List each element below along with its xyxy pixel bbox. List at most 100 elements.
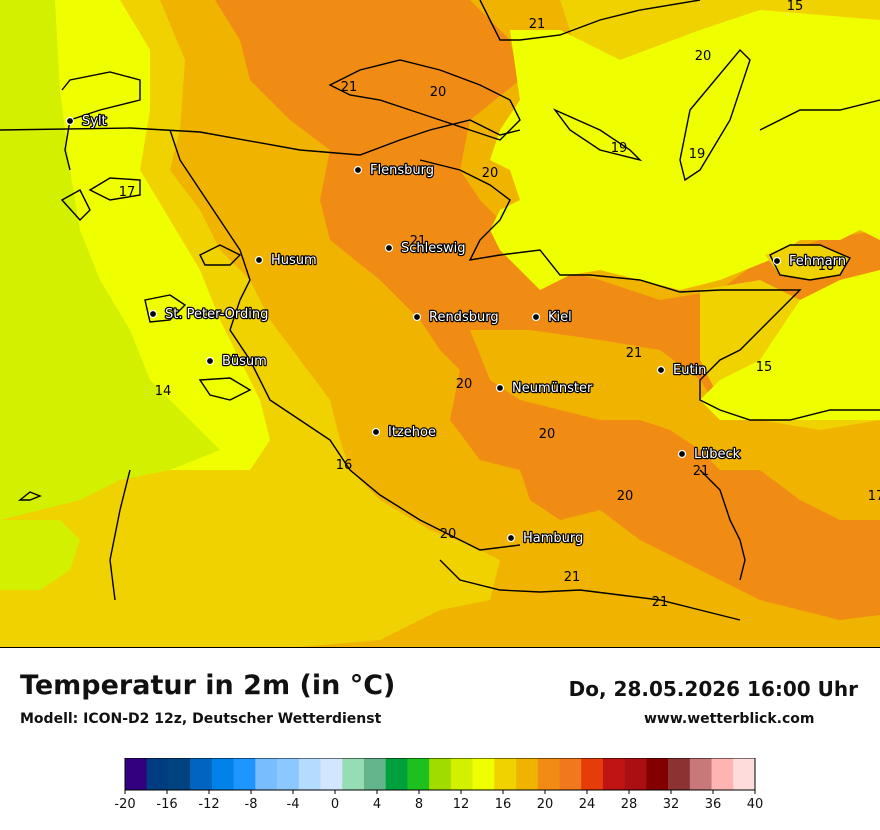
legend-color-step bbox=[385, 758, 408, 790]
city-marker: St. Peter-Ording bbox=[148, 306, 270, 323]
color-legend: -20 -16 -12 -8 -4 0 4 8 12 16 20 24 28 32 36 40 bbox=[114, 757, 774, 818]
city-dot bbox=[412, 312, 422, 322]
chart-title: Temperatur in 2m (in °C) bbox=[20, 670, 396, 701]
map-canvas: 15 21 20 21 20 19 19 20 17 21 18 21 15 20 14 20 16 21 20 17… bbox=[0, 0, 880, 647]
legend-color-step bbox=[581, 758, 604, 790]
temp-zone-amber-mid bbox=[470, 330, 880, 520]
isotherm-value-label: 19 bbox=[689, 147, 706, 162]
isotherm-value-label: 20 bbox=[430, 85, 447, 100]
legend-tick-label: -4 bbox=[287, 797, 300, 812]
legend-color-step bbox=[668, 758, 691, 790]
isotherm-value-label: 21 bbox=[693, 464, 710, 479]
legend-color-step bbox=[298, 758, 321, 790]
legend-color-step bbox=[211, 758, 234, 790]
city-marker: Rendsburg bbox=[412, 309, 500, 326]
city-dot bbox=[205, 356, 215, 366]
city-label: Husum bbox=[271, 253, 317, 268]
isotherm-value-label: 21 bbox=[626, 346, 643, 361]
legend-color-step bbox=[537, 758, 560, 790]
city-label: Sylt bbox=[82, 114, 107, 129]
legend-color-step bbox=[494, 758, 517, 790]
legend-tick-label: 0 bbox=[331, 797, 339, 812]
legend-color-step bbox=[711, 758, 734, 790]
isotherm-value-label: 21 bbox=[529, 17, 546, 32]
city-label: Hamburg bbox=[523, 531, 583, 546]
legend-color-step bbox=[277, 758, 300, 790]
city-marker: Neumünster bbox=[495, 380, 594, 397]
legend-tick-label: 24 bbox=[579, 797, 596, 812]
legend-color-step bbox=[646, 758, 669, 790]
legend-color-step bbox=[255, 758, 278, 790]
legend-bar: -20 -16 -12 -8 -4 0 4 8 12 16 20 24 28 32 36 40 bbox=[114, 757, 764, 812]
legend-tick-label: 20 bbox=[537, 797, 554, 812]
city-dot bbox=[772, 256, 782, 266]
city-marker: Sylt bbox=[65, 113, 108, 130]
isotherm-value-label: 21 bbox=[564, 570, 581, 585]
legend-tick-label: 28 bbox=[621, 797, 638, 812]
city-dot bbox=[254, 255, 264, 265]
isotherm-value-label: 16 bbox=[336, 458, 353, 473]
city-dot bbox=[353, 165, 363, 175]
city-dot bbox=[677, 449, 687, 459]
city-label: Büsum bbox=[222, 354, 267, 369]
legend-color-step bbox=[516, 758, 539, 790]
temp-zone-yellow-baltic bbox=[490, 10, 880, 420]
isotherm-value-label: 21 bbox=[410, 234, 427, 249]
city-label: Itzehoe bbox=[388, 425, 436, 440]
isotherm-value-label: 21 bbox=[341, 80, 358, 95]
legend-color-step bbox=[407, 758, 430, 790]
legend-color-step bbox=[363, 758, 386, 790]
forecast-datetime: Do, 28.05.2026 16:00 Uhr bbox=[568, 677, 858, 701]
city-dot bbox=[148, 309, 158, 319]
legend-tick-label: 12 bbox=[453, 797, 470, 812]
temp-zone-lime-southsea bbox=[0, 520, 80, 590]
legend-color-step bbox=[168, 758, 191, 790]
legend-color-step bbox=[602, 758, 625, 790]
city-dot bbox=[371, 427, 381, 437]
legend-tick-label: 36 bbox=[705, 797, 722, 812]
city-marker: Fehmarn bbox=[772, 253, 847, 270]
isotherm-value-label: 19 bbox=[611, 141, 628, 156]
city-label: Kiel bbox=[548, 310, 572, 325]
legend-tick-label: 16 bbox=[495, 797, 512, 812]
legend-tick-label: -12 bbox=[198, 797, 219, 812]
legend-tick-label: 4 bbox=[373, 797, 381, 812]
isotherm-value-label: 20 bbox=[617, 489, 634, 504]
isotherm-value-label: 20 bbox=[539, 427, 556, 442]
city-marker: Husum bbox=[254, 252, 318, 269]
coastlines bbox=[0, 0, 880, 621]
city-label: Eutin bbox=[673, 363, 706, 378]
temperature-map: 15 21 20 21 20 19 19 20 17 21 18 21 15 20 14 20 16 21 20 17… bbox=[0, 0, 880, 648]
isotherm-value-label: 15 bbox=[787, 0, 804, 14]
city-dot bbox=[531, 312, 541, 322]
isotherm-value-label: 20 bbox=[456, 377, 473, 392]
city-dot bbox=[656, 365, 666, 375]
city-marker: Lübeck bbox=[677, 446, 742, 463]
legend-color-step bbox=[429, 758, 452, 790]
legend-color-step bbox=[146, 758, 169, 790]
isotherm-value-label: 21 bbox=[652, 595, 669, 610]
website-url[interactable]: www.wetterblick.com bbox=[644, 711, 815, 727]
city-marker: Itzehoe bbox=[371, 424, 437, 441]
city-label: St. Peter-Ording bbox=[165, 307, 268, 322]
city-marker: Flensburg bbox=[353, 162, 435, 179]
legend-color-step bbox=[125, 758, 148, 790]
legend-tick-label: -16 bbox=[156, 797, 177, 812]
legend-color-step bbox=[342, 758, 365, 790]
city-marker: Kiel bbox=[531, 309, 573, 326]
legend-color-step bbox=[472, 758, 495, 790]
city-label: Schleswig bbox=[401, 241, 466, 256]
legend-color-step bbox=[733, 758, 756, 790]
legend-tick-label: 40 bbox=[747, 797, 764, 812]
city-marker: Büsum bbox=[205, 353, 268, 370]
city-marker: Schleswig bbox=[384, 240, 467, 257]
city-label: Neumünster bbox=[512, 381, 593, 396]
city-dot bbox=[65, 116, 75, 126]
temp-zone-fehmarn bbox=[765, 245, 850, 280]
city-dot bbox=[495, 383, 505, 393]
legend-color-step bbox=[689, 758, 712, 790]
city-dot bbox=[384, 243, 394, 253]
isotherm-value-label: 15 bbox=[756, 360, 773, 375]
legend-tick-label: 32 bbox=[663, 797, 680, 812]
city-label: Fehmarn bbox=[789, 254, 846, 269]
